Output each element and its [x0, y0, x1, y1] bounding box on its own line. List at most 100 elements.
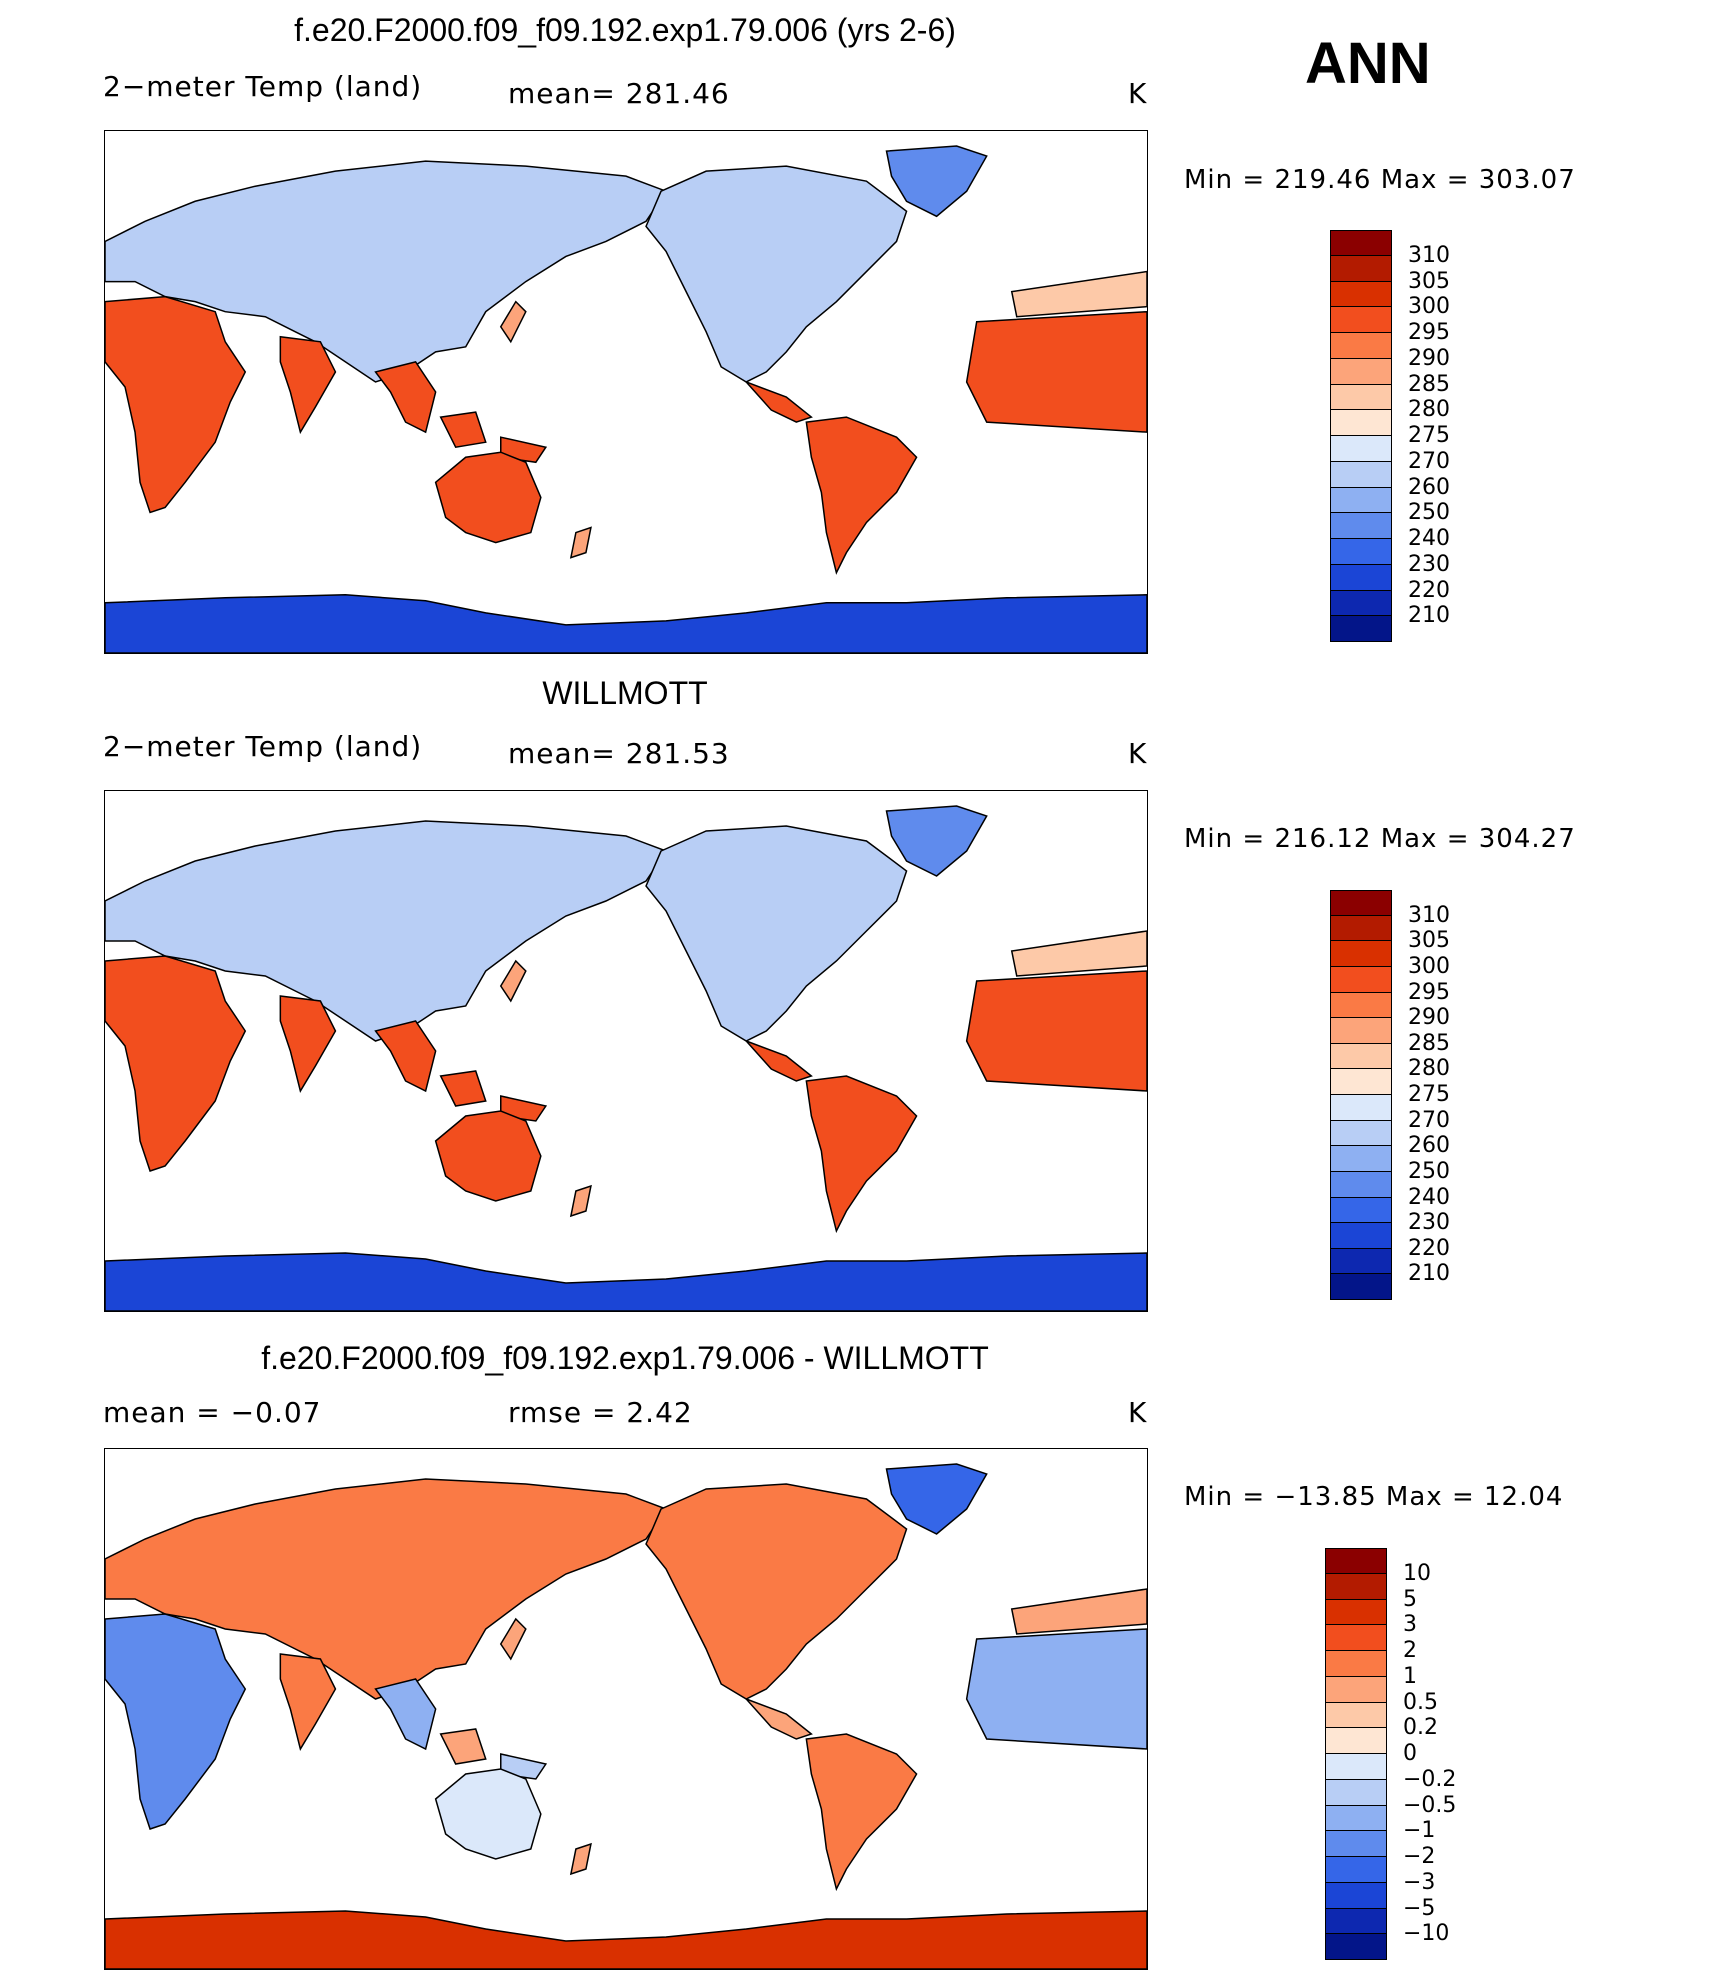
colorbar-tick-label: −2	[1403, 1844, 1436, 1869]
landmass-nz	[569, 1842, 592, 1876]
landmass-greenland	[885, 145, 988, 218]
landmass-india	[279, 335, 337, 435]
colorbar-tick-label: 210	[1408, 603, 1450, 629]
panel-2-minmax: Min = 216.12 Max = 304.27	[1184, 824, 1576, 854]
colorbar-tick-label: 5	[1403, 1586, 1417, 1612]
panel-1-title: f.e20.F2000.f09_f09.192.exp1.79.006 (yrs…	[294, 12, 956, 48]
colorbar-box	[1330, 1197, 1392, 1224]
colorbar-tick-label: 285	[1408, 371, 1450, 397]
landmass-japan	[499, 1617, 527, 1661]
colorbar-tick-label: 290	[1408, 345, 1450, 371]
colorbar-tick-label: −1	[1403, 1818, 1436, 1844]
panel-1-mean-label: mean= 281.46	[508, 77, 730, 110]
panel-1-units: K	[1128, 77, 1148, 110]
landmass-samerica	[805, 1075, 918, 1234]
colorbar-box	[1330, 1248, 1392, 1275]
landmass-samerica	[805, 416, 918, 575]
colorbar-box	[1330, 281, 1392, 308]
colorbar-box	[1330, 1120, 1392, 1147]
landmass-india	[279, 995, 337, 1093]
landmass-camerica	[745, 1040, 813, 1082]
landmass-australia	[434, 1768, 542, 1860]
landmass-africa	[105, 295, 247, 514]
colorbar-tick-label: 260	[1408, 474, 1450, 500]
panel-1-map	[104, 130, 1148, 654]
panel-2-map	[104, 790, 1148, 1312]
panel-1-minmax: Min = 219.46 Max = 303.07	[1184, 165, 1576, 195]
colorbar-box	[1330, 890, 1392, 916]
panel-3-rmse-label: rmse = 2.42	[508, 1396, 693, 1429]
map-canvas	[105, 805, 1147, 1311]
colorbar-box	[1325, 1702, 1387, 1729]
landmass-antarctica	[105, 1910, 1147, 1969]
colorbar-box	[1330, 1146, 1392, 1172]
landmass-australia	[434, 1110, 542, 1202]
colorbar-tick-label: 310	[1408, 242, 1450, 268]
colorbar-tick-label: 240	[1408, 526, 1450, 551]
colorbar-box	[1330, 436, 1392, 462]
panel-3-minmax: Min = −13.85 Max = 12.04	[1184, 1482, 1564, 1512]
colorbar-box	[1325, 1625, 1387, 1651]
colorbar-box	[1330, 590, 1392, 617]
landmass-namerica	[645, 165, 908, 383]
colorbar-tick-label: 295	[1408, 979, 1450, 1005]
landmass-africa	[105, 1613, 247, 1830]
map-canvas	[105, 145, 1147, 653]
colorbar-tick-label: 0.5	[1403, 1689, 1438, 1715]
colorbar-frame	[1330, 890, 1392, 1300]
panel-1-colorbar: 310 305 300 295 290 285 280 275 270 260 250 240 230 2…	[1330, 230, 1450, 642]
colorbar-tick-label: −10	[1403, 1921, 1450, 1947]
colorbar-box	[1325, 1676, 1387, 1703]
colorbar-box	[1330, 966, 1392, 993]
colorbar-box	[1330, 1223, 1392, 1249]
colorbar-box	[1330, 384, 1392, 411]
colorbar-tick-label: 10	[1403, 1560, 1431, 1586]
colorbar-tick-label: 280	[1408, 397, 1450, 423]
landmass-namerica	[645, 1483, 908, 1700]
colorbar-tick-label: 2	[1403, 1638, 1417, 1663]
landmass-greenland	[885, 805, 988, 877]
landmass-japan	[499, 959, 527, 1003]
colorbar-box	[1325, 1805, 1387, 1832]
landmass-eurasia	[105, 820, 668, 1042]
colorbar-box	[1325, 1754, 1387, 1780]
landmass-seasia	[374, 1020, 437, 1093]
colorbar-box	[1330, 1018, 1392, 1044]
landmass-westafrica_r	[965, 310, 1147, 433]
landmass-nz	[569, 1184, 592, 1218]
colorbar-box	[1330, 333, 1392, 359]
colorbar-tick-label: 275	[1408, 1082, 1450, 1107]
colorbar-tick-label: 210	[1408, 1261, 1450, 1287]
landmass-borneo	[439, 1728, 487, 1765]
colorbar-tick-label: 305	[1408, 928, 1450, 954]
colorbar-box	[1330, 230, 1392, 256]
season-label: ANN	[1305, 31, 1431, 96]
colorbar-tick-label: 310	[1408, 902, 1450, 928]
landmass-camerica	[745, 381, 813, 423]
colorbar-box	[1325, 1831, 1387, 1857]
colorbar-tick-label: 250	[1408, 1158, 1450, 1184]
colorbar-box	[1330, 358, 1392, 385]
colorbar-box	[1325, 1882, 1387, 1909]
colorbar-tick-label: 3	[1403, 1612, 1417, 1638]
landmass-namerica	[645, 825, 908, 1042]
colorbar-tick-label: 305	[1408, 268, 1450, 294]
colorbar-box	[1325, 1857, 1387, 1883]
panel-2-units: K	[1128, 737, 1148, 770]
colorbar-box	[1330, 513, 1392, 539]
colorbar-box	[1330, 992, 1392, 1019]
landmass-borneo	[439, 1070, 487, 1107]
landmass-borneo	[439, 411, 487, 449]
panel-3-title: f.e20.F2000.f09_f09.192.exp1.79.006 - WI…	[261, 1340, 989, 1376]
landmass-australia	[434, 451, 542, 544]
landmass-eurasia	[105, 1478, 668, 1700]
colorbar-tick-label: 285	[1408, 1030, 1450, 1056]
colorbar-box	[1330, 1043, 1392, 1070]
colorbar-tick-label: 230	[1408, 551, 1450, 577]
landmass-japan	[499, 300, 527, 344]
landmass-africa	[105, 955, 247, 1172]
colorbar-box	[1325, 1728, 1387, 1754]
landmass-nz	[569, 526, 592, 559]
colorbar-box	[1330, 1069, 1392, 1095]
colorbar-box	[1330, 564, 1392, 591]
